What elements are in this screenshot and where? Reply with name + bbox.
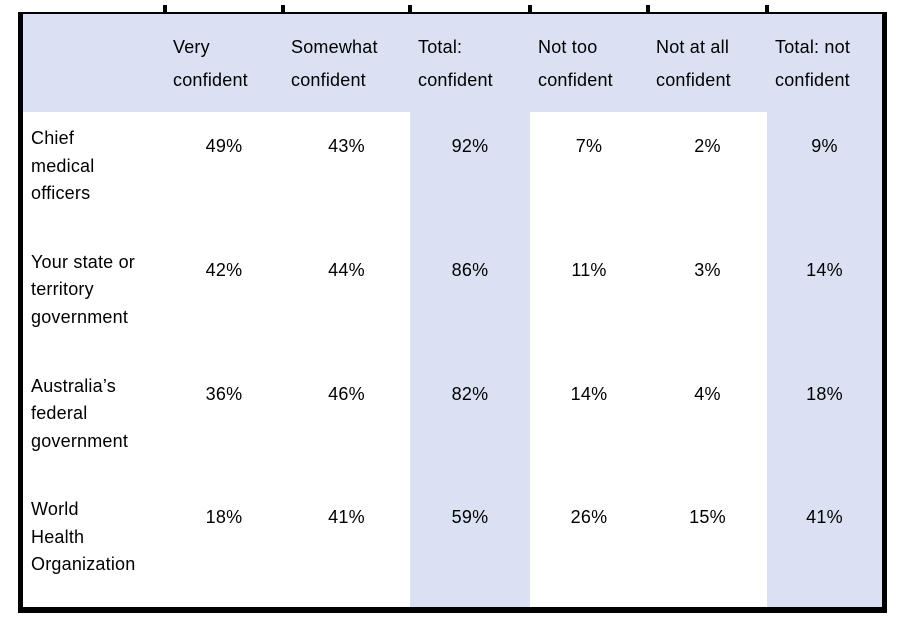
header-line: Total: not	[775, 37, 851, 57]
header-line: confident	[173, 70, 248, 90]
row-label-line: Chief	[31, 128, 75, 148]
value-cell-total: 14%	[767, 235, 882, 360]
col-header-blank	[23, 14, 165, 112]
value-cell: 14%	[530, 359, 648, 484]
row-label-line: officers	[31, 183, 91, 203]
row-label-state-territory-government: Your state or territory government	[23, 235, 165, 360]
header-line: confident	[291, 70, 366, 90]
column-tick	[646, 5, 650, 14]
value-cell: 46%	[283, 359, 410, 484]
row-label-line: World	[31, 499, 79, 520]
value-cell-total: 82%	[410, 359, 530, 484]
value-cell: 49%	[165, 112, 283, 236]
col-header-not-too-confident: Not too confident	[530, 14, 648, 112]
row-label-line: Your state or	[31, 251, 135, 272]
row-label-line: medical	[31, 155, 95, 176]
value-cell: 44%	[283, 235, 410, 360]
value-cell: 11%	[530, 235, 648, 360]
value-cell: 36%	[165, 359, 283, 484]
col-header-somewhat-confident: Somewhat confident	[283, 14, 410, 112]
column-tick	[163, 5, 167, 14]
value-cell: 4%	[648, 359, 767, 484]
value-cell-total: 41%	[767, 483, 882, 607]
row-label-world-health-organization: World Health Organization	[23, 483, 165, 607]
column-tick	[408, 5, 412, 14]
header-line: confident	[775, 70, 850, 90]
value-cell: 42%	[165, 235, 283, 360]
table-grid: Very confident Somewhat confident Total:…	[23, 14, 882, 607]
results-table: Very confident Somewhat confident Total:…	[18, 12, 887, 613]
col-header-total-confident: Total: confident	[410, 14, 530, 112]
value-cell: 7%	[530, 112, 648, 236]
header-line: Not too	[538, 37, 598, 57]
value-cell: 15%	[648, 483, 767, 607]
column-tick	[528, 5, 532, 14]
row-label-line: Health	[31, 526, 85, 547]
row-label-line: Australia’s	[31, 375, 116, 396]
row-label-line: government	[31, 430, 129, 451]
header-line: Somewhat	[291, 37, 378, 57]
header-line: Very	[173, 37, 210, 57]
column-tick	[281, 5, 285, 14]
header-line: confident	[656, 70, 731, 90]
row-label-line: Organization	[31, 554, 136, 575]
value-cell: 18%	[165, 483, 283, 607]
row-label-line: territory	[31, 279, 94, 300]
row-label-line: government	[31, 306, 129, 327]
value-cell-total: 9%	[767, 112, 882, 236]
row-label-line: federal	[31, 403, 88, 423]
value-cell-total: 92%	[410, 112, 530, 236]
value-cell: 43%	[283, 112, 410, 236]
value-cell: 2%	[648, 112, 767, 236]
col-header-not-at-all-confident: Not at all confident	[648, 14, 767, 112]
value-cell: 3%	[648, 235, 767, 360]
value-cell-total: 59%	[410, 483, 530, 607]
header-line: Not at all	[656, 37, 730, 57]
header-line: confident	[418, 70, 493, 90]
header-line: Total:	[418, 37, 463, 57]
col-header-very-confident: Very confident	[165, 14, 283, 112]
value-cell-total: 86%	[410, 235, 530, 360]
header-line: confident	[538, 70, 613, 90]
row-label-chief-medical-officers: Chief medical officers	[23, 112, 165, 236]
row-label-federal-government: Australia’s federal government	[23, 359, 165, 484]
value-cell: 41%	[283, 483, 410, 607]
value-cell: 26%	[530, 483, 648, 607]
column-tick	[765, 5, 769, 14]
value-cell-total: 18%	[767, 359, 882, 484]
col-header-total-not-confident: Total: not confident	[767, 14, 882, 112]
